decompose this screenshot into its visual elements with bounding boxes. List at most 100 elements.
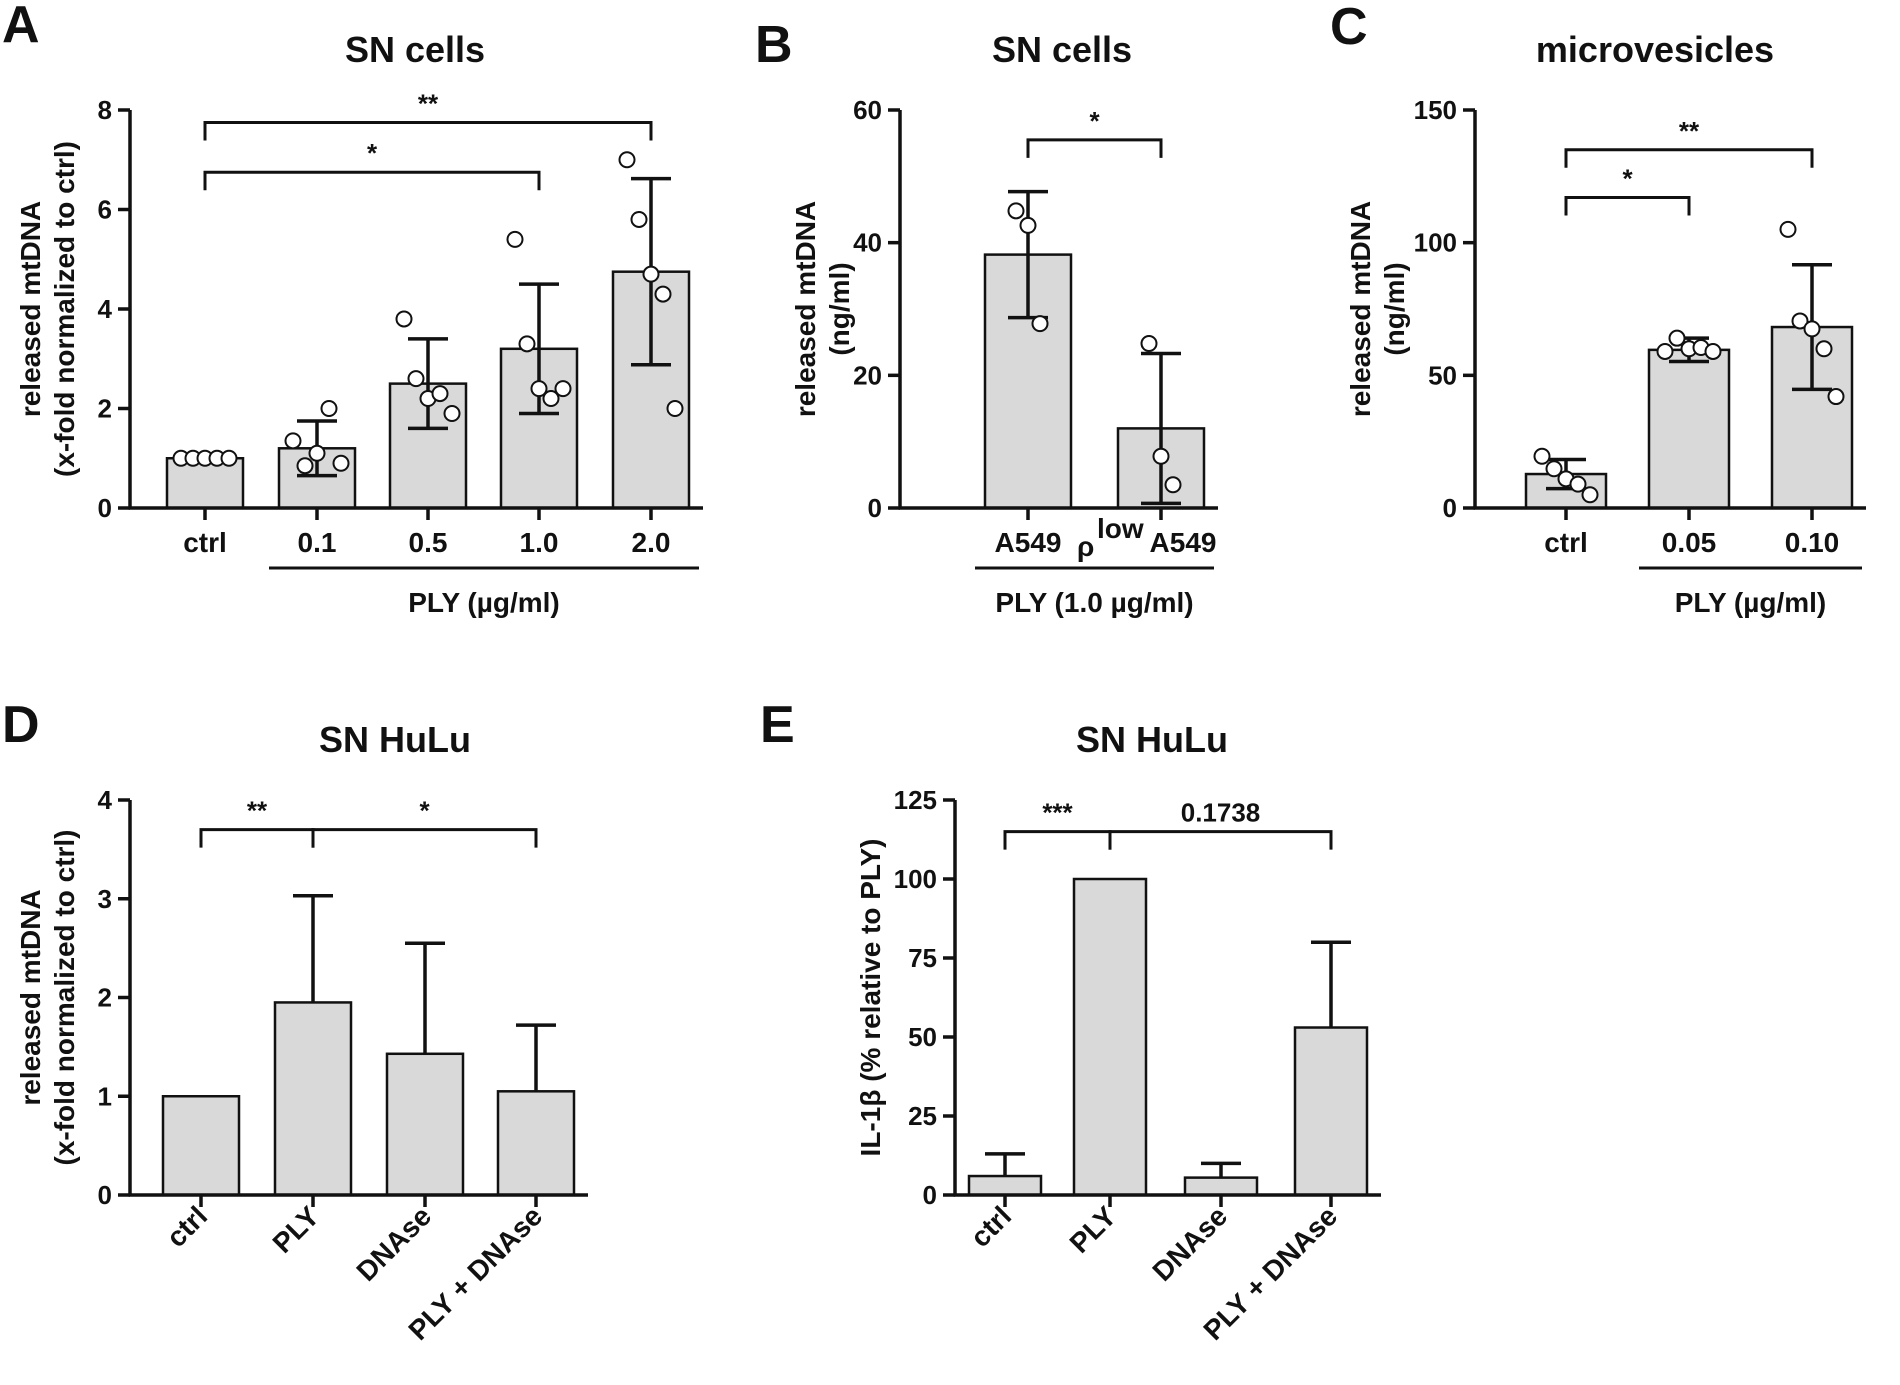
data-point-a-3-4 (431, 385, 449, 403)
significance-label-e-2: 0.1738 (1181, 798, 1261, 828)
significance-bracket-a-2 (203, 120, 653, 141)
category-label-a-2: 0.1 (298, 527, 337, 558)
panel-a-title: SN cells (345, 29, 485, 70)
y-axis-label-c: released mtDNA (ng/ml) (1345, 201, 1410, 417)
significance-bracket-d-2 (311, 828, 538, 848)
data-point-c-1-4 (1569, 475, 1587, 493)
y-tick-label-c-3: 100 (1414, 228, 1457, 258)
y-tick-label-d-4: 3 (98, 884, 112, 914)
data-point-b-1-3 (1031, 315, 1049, 333)
data-point-a-2-5 (332, 454, 350, 472)
group-label-a: PLY (µg/ml) (408, 587, 560, 618)
y-tick-label-b-3: 40 (853, 228, 882, 258)
data-point-c-1-2 (1545, 460, 1563, 478)
y-axis-label-e: IL-1β (% relative to PLY) (855, 839, 886, 1157)
y-tick-label-e-4: 75 (908, 943, 937, 973)
category-label-c-1: ctrl (1544, 527, 1588, 558)
y-tick-label-d-5: 4 (98, 785, 113, 815)
bar-d-4 (496, 1090, 576, 1197)
y-tick-label-b-4: 60 (853, 95, 882, 125)
y-tick-label-e-3: 50 (908, 1022, 937, 1052)
panel-e-title: SN HuLu (1076, 719, 1228, 760)
significance-label-d-2: * (419, 796, 430, 826)
y-tick-label-b-1: 0 (868, 493, 882, 523)
data-point-a-4-1 (506, 230, 524, 248)
y-tick-label-c-4: 150 (1414, 95, 1457, 125)
bar-d-1 (161, 1095, 241, 1197)
data-point-c-3-1 (1779, 220, 1797, 238)
significance-label-a-1: * (367, 138, 378, 168)
category-label-c-2: 0.05 (1662, 527, 1717, 558)
data-point-a-5-5 (666, 400, 684, 417)
data-point-a-3-1 (395, 310, 413, 328)
y-tick-label-e-5: 100 (894, 864, 937, 894)
data-point-c-3-3 (1803, 320, 1821, 338)
data-point-a-4-2 (518, 335, 536, 353)
category-label-b-2: A549 (1150, 527, 1217, 558)
y-axis-label-line-b-2: (ng/ml) (824, 262, 855, 355)
y-axis-label-b: released mtDNA (ng/ml) (790, 201, 855, 417)
significance-label-a-2: ** (418, 88, 439, 118)
data-point-c-2-1 (1656, 342, 1674, 360)
bar-e-1 (967, 1174, 1043, 1197)
data-point-b-2-1 (1140, 334, 1158, 352)
data-point-c-1-5 (1581, 486, 1599, 504)
category-label-c-3: 0.10 (1785, 527, 1840, 558)
data-point-a-5-3 (642, 265, 660, 283)
y-tick-label-c-1: 0 (1443, 493, 1457, 523)
y-tick-label-e-6: 125 (894, 785, 937, 815)
data-point-b-1-1 (1007, 202, 1025, 220)
significance-bracket-c-2 (1564, 148, 1814, 168)
data-point-c-3-2 (1791, 312, 1809, 330)
data-point-c-2-2 (1668, 329, 1686, 347)
category-label-b-1: A549 (995, 527, 1062, 558)
data-point-a-2-1 (284, 432, 302, 450)
bar-e-3 (1183, 1176, 1259, 1197)
y-axis-label-line-e-1: IL-1β (% relative to PLY) (855, 839, 886, 1157)
category-label-a-4: 1.0 (520, 527, 559, 558)
bar-d-3 (385, 1052, 465, 1197)
bar-d-2 (273, 1001, 353, 1197)
panel-letter-e: E (760, 696, 795, 754)
y-tick-label-d-3: 2 (98, 983, 112, 1013)
y-axis-label-line-d-2: (x-fold normalized to ctrl) (49, 830, 80, 1166)
data-point-a-1-5 (220, 449, 238, 467)
panel-letter-c: C (1330, 0, 1368, 56)
panel-c-title: microvesicles (1536, 29, 1774, 70)
panel-letter-d: D (2, 696, 40, 754)
bar-c-2 (1647, 348, 1731, 510)
y-axis-label-line-a-2: (x-fold normalized to ctrl) (49, 141, 80, 477)
y-axis-label-line-a-1: released mtDNA (15, 201, 46, 417)
data-point-a-4-4 (542, 390, 560, 408)
data-point-c-3-4 (1815, 340, 1833, 358)
y-axis-label-line-c-2: (ng/ml) (1379, 262, 1410, 355)
y-tick-label-e-1: 0 (923, 1180, 937, 1210)
y-tick-label-a-1: 0 (98, 493, 112, 523)
panel-letter-a: A (2, 0, 40, 54)
y-tick-label-e-2: 25 (908, 1101, 937, 1131)
significance-bracket-c-1 (1564, 196, 1691, 216)
significance-label-b-1: * (1089, 106, 1100, 136)
y-tick-label-a-4: 6 (98, 195, 112, 225)
category-label-a-5: 2.0 (632, 527, 671, 558)
y-axis-label-line-b-1: released mtDNA (790, 201, 821, 417)
y-tick-label-b-2: 20 (853, 360, 882, 390)
panel-b-title: SN cells (992, 29, 1132, 70)
y-tick-label-a-2: 2 (98, 394, 112, 424)
y-tick-label-d-1: 0 (98, 1180, 112, 1210)
significance-label-e-1: *** (1042, 798, 1073, 828)
data-point-a-5-2 (630, 210, 648, 228)
category-label-a-1: ctrl (183, 527, 227, 558)
significance-label-d-1: ** (247, 796, 268, 826)
y-tick-label-a-3: 4 (98, 294, 113, 324)
data-point-b-1-2 (1019, 216, 1037, 234)
bar-e-2 (1072, 877, 1148, 1197)
data-point-b-2-2 (1152, 447, 1170, 465)
data-point-a-3-5 (443, 404, 461, 422)
category-prefix-rho-b-2: ρ (1077, 531, 1094, 562)
significance-bracket-b-1 (1026, 138, 1163, 158)
